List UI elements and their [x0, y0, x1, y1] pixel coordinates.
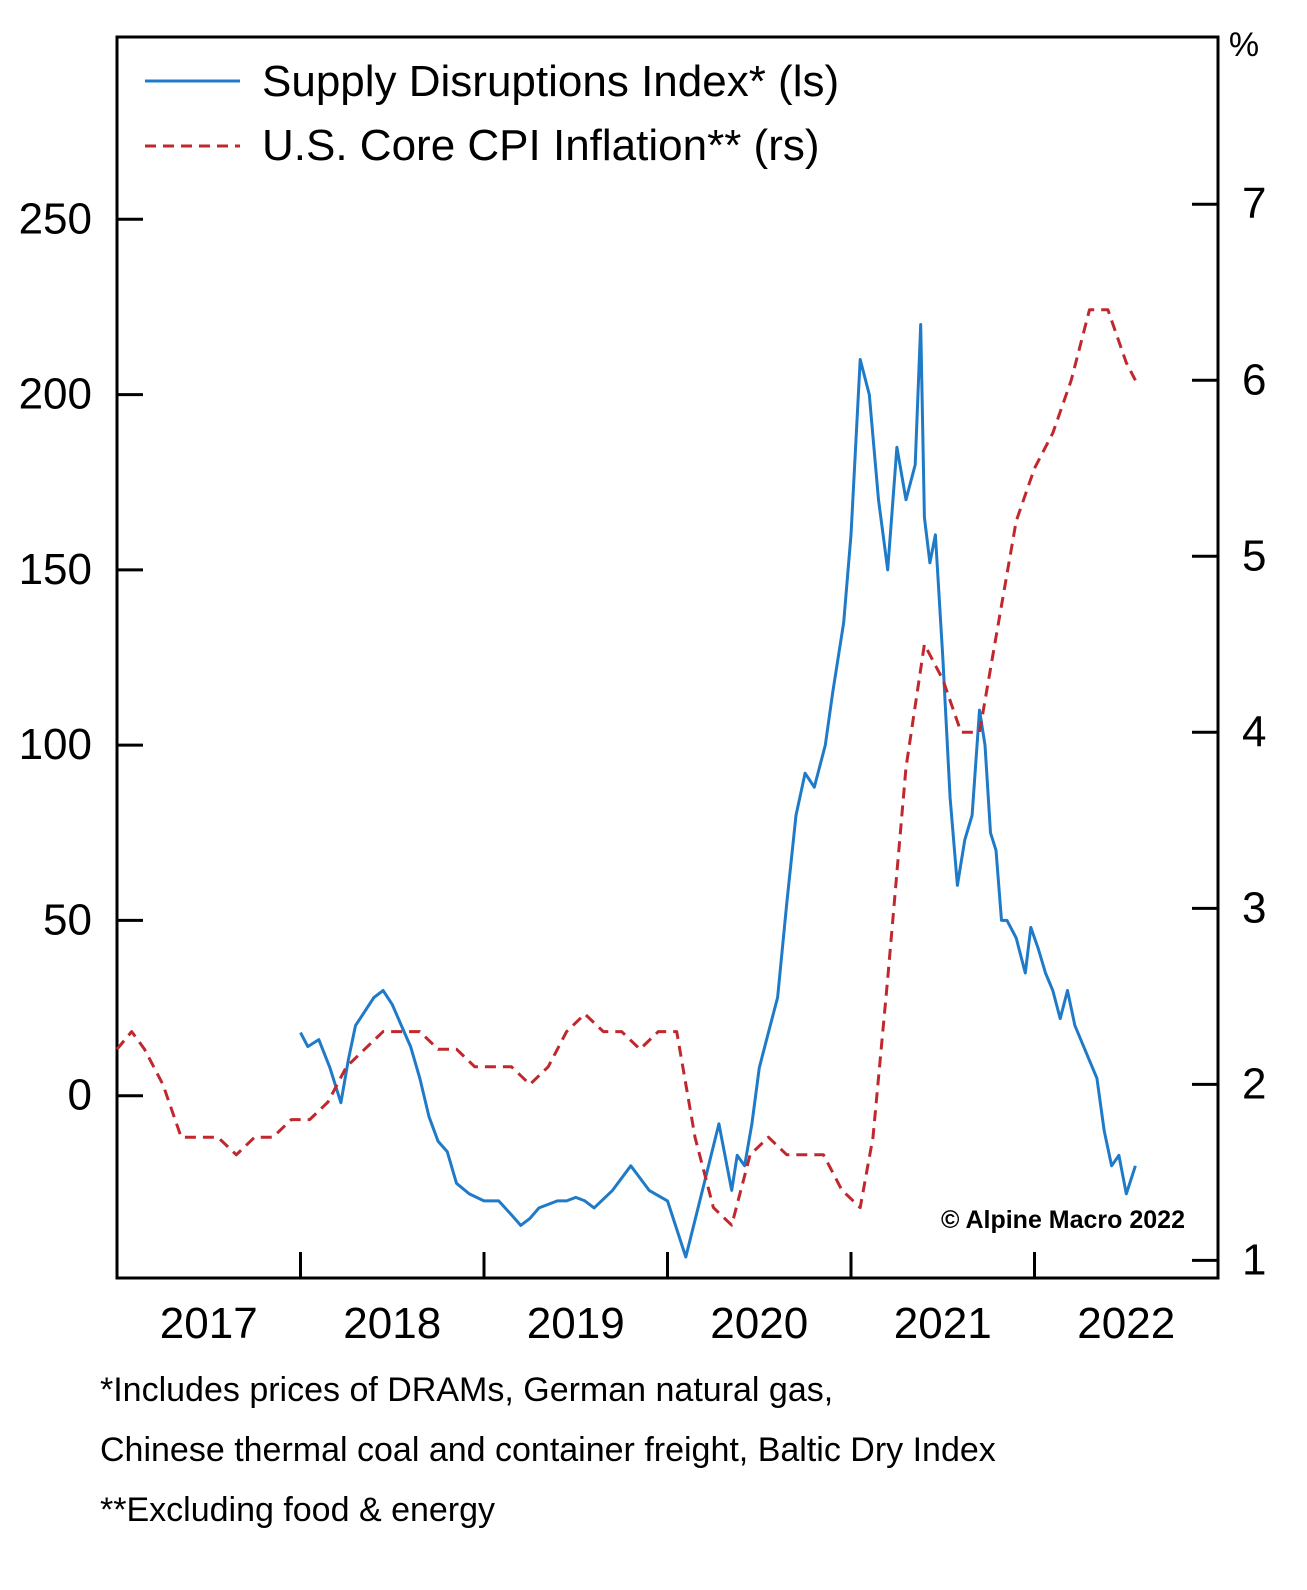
right-axis-tick-label: 3 [1242, 883, 1266, 932]
x-axis-tick-label: 2022 [1077, 1299, 1175, 1348]
left-axis: 0 50 100 150 200 250 [19, 194, 143, 1120]
credit-label: © Alpine Macro 2022 [941, 1206, 1185, 1234]
right-axis-tick-label: 6 [1242, 355, 1266, 404]
x-axis: 2017 2018 2019 2020 2021 2022 [160, 1252, 1175, 1348]
x-axis-tick-label: 2019 [527, 1299, 625, 1348]
left-axis-tick-label: 200 [19, 370, 92, 419]
x-axis-tick-label: 2021 [894, 1299, 992, 1348]
left-axis-tick-label: 100 [19, 720, 92, 769]
right-axis-tick-label: 4 [1242, 707, 1266, 756]
x-axis-tick-label: 2017 [160, 1299, 258, 1348]
left-axis-tick-label: 250 [19, 194, 92, 243]
right-axis-tick-label: 2 [1242, 1059, 1266, 1108]
left-axis-tick-label: 50 [43, 895, 92, 944]
legend-label-cpi: U.S. Core CPI Inflation** (rs) [262, 121, 820, 170]
left-axis-tick-label: 0 [68, 1071, 92, 1120]
footnotes: *Includes prices of DRAMs, German natura… [100, 1360, 1290, 1540]
legend-label-supply: Supply Disruptions Index* (ls) [262, 57, 839, 106]
right-axis: 1 2 3 4 5 6 7 [1192, 179, 1266, 1284]
footnote-1: *Includes prices of DRAMs, German natura… [100, 1371, 834, 1409]
x-axis-tick-label: 2018 [343, 1299, 441, 1348]
series-line-supply-disruptions [299, 323, 1137, 1259]
footnote-2: Chinese thermal coal and container freig… [100, 1431, 996, 1469]
footnote-3: **Excluding food & energy [100, 1491, 496, 1529]
legend: Supply Disruptions Index* (ls) U.S. Core… [145, 57, 839, 170]
left-axis-tick-label: 150 [19, 545, 92, 594]
right-axis-tick-label: 1 [1242, 1235, 1266, 1284]
x-axis-tick-label: 2020 [710, 1299, 808, 1348]
right-axis-tick-label: 5 [1242, 531, 1266, 580]
series-layer [115, 308, 1137, 1259]
chart: 0 50 100 150 200 250 1 2 3 4 5 6 7 2017 2018 2019 2020… [19, 26, 1267, 1348]
plot-frame [115, 35, 1220, 1280]
series-line-core-cpi [115, 308, 1137, 1227]
right-axis-unit-label: % [1229, 26, 1259, 64]
right-axis-tick-label: 7 [1242, 179, 1266, 228]
